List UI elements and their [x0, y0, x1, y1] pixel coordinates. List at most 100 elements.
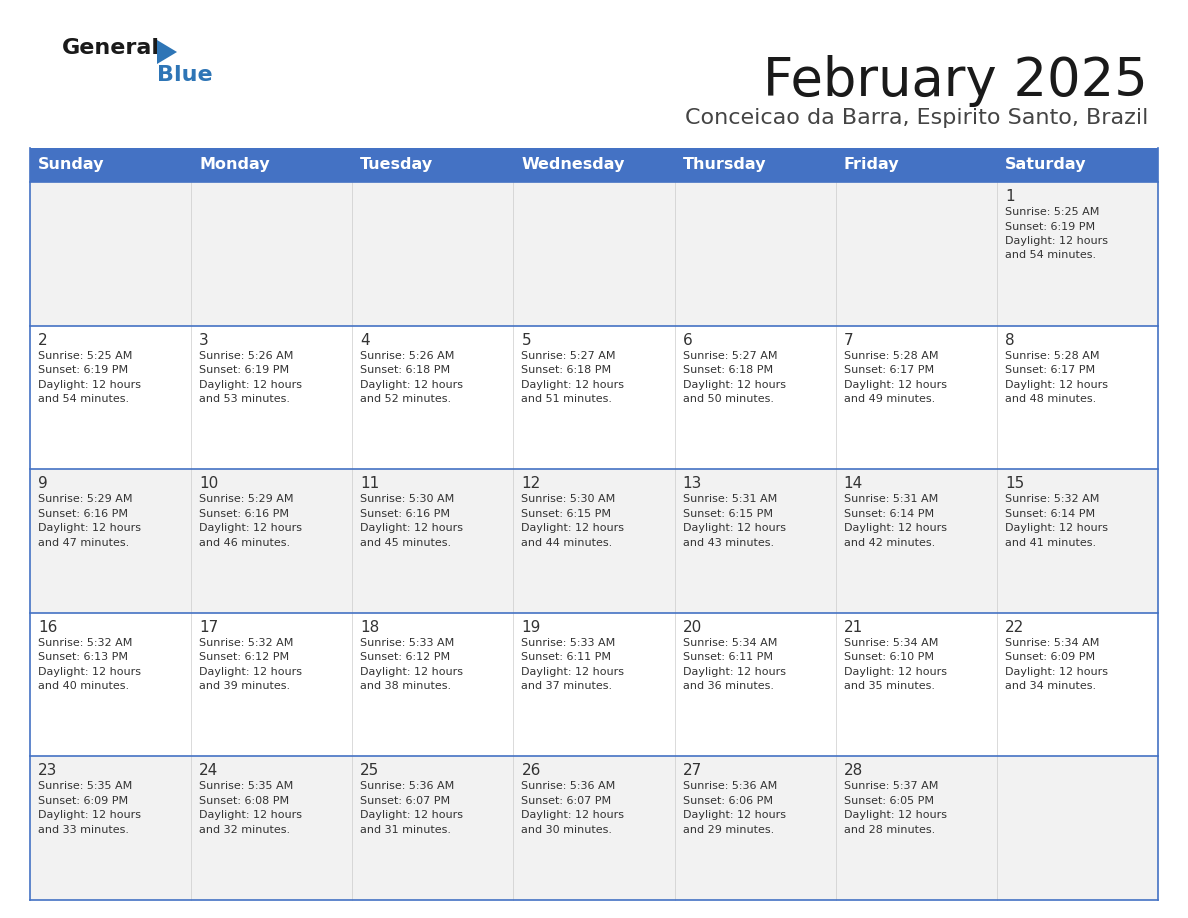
Text: Daylight: 12 hours: Daylight: 12 hours: [683, 811, 785, 821]
Text: Daylight: 12 hours: Daylight: 12 hours: [200, 523, 302, 533]
Text: and 33 minutes.: and 33 minutes.: [38, 825, 129, 834]
Text: 6: 6: [683, 332, 693, 348]
Text: Saturday: Saturday: [1005, 158, 1086, 173]
Bar: [353, 148, 513, 182]
Text: 1: 1: [1005, 189, 1015, 204]
Text: Daylight: 12 hours: Daylight: 12 hours: [1005, 380, 1108, 389]
Text: and 49 minutes.: and 49 minutes.: [843, 394, 935, 404]
Text: and 29 minutes.: and 29 minutes.: [683, 825, 773, 834]
Text: Sunrise: 5:36 AM: Sunrise: 5:36 AM: [522, 781, 615, 791]
Bar: [30, 756, 191, 900]
Text: Daylight: 12 hours: Daylight: 12 hours: [522, 380, 625, 389]
Text: Daylight: 12 hours: Daylight: 12 hours: [200, 666, 302, 677]
Bar: [353, 469, 513, 613]
Text: Daylight: 12 hours: Daylight: 12 hours: [360, 811, 463, 821]
Text: 10: 10: [200, 476, 219, 491]
Text: Sunrise: 5:32 AM: Sunrise: 5:32 AM: [200, 638, 293, 648]
Text: Sunset: 6:14 PM: Sunset: 6:14 PM: [843, 509, 934, 519]
Bar: [30, 182, 191, 326]
Text: Daylight: 12 hours: Daylight: 12 hours: [683, 666, 785, 677]
Bar: [513, 613, 675, 756]
Text: Sunset: 6:09 PM: Sunset: 6:09 PM: [38, 796, 128, 806]
Text: and 47 minutes.: and 47 minutes.: [38, 538, 129, 548]
Text: Sunrise: 5:27 AM: Sunrise: 5:27 AM: [683, 351, 777, 361]
Text: 22: 22: [1005, 620, 1024, 635]
Text: and 35 minutes.: and 35 minutes.: [843, 681, 935, 691]
Text: Daylight: 12 hours: Daylight: 12 hours: [360, 380, 463, 389]
Text: Monday: Monday: [200, 158, 270, 173]
Text: Daylight: 12 hours: Daylight: 12 hours: [843, 666, 947, 677]
Text: 25: 25: [360, 764, 379, 778]
Text: Sunset: 6:17 PM: Sunset: 6:17 PM: [1005, 365, 1095, 375]
Text: Sunset: 6:05 PM: Sunset: 6:05 PM: [843, 796, 934, 806]
Text: Sunset: 6:18 PM: Sunset: 6:18 PM: [522, 365, 612, 375]
Text: Daylight: 12 hours: Daylight: 12 hours: [38, 523, 141, 533]
Text: Daylight: 12 hours: Daylight: 12 hours: [843, 380, 947, 389]
Bar: [835, 613, 997, 756]
Bar: [997, 613, 1158, 756]
Text: Sunset: 6:12 PM: Sunset: 6:12 PM: [360, 653, 450, 662]
Bar: [30, 148, 191, 182]
Text: Sunrise: 5:26 AM: Sunrise: 5:26 AM: [200, 351, 293, 361]
Bar: [513, 326, 675, 469]
Text: Sunset: 6:12 PM: Sunset: 6:12 PM: [200, 653, 289, 662]
Polygon shape: [157, 40, 177, 64]
Text: and 52 minutes.: and 52 minutes.: [360, 394, 451, 404]
Text: and 48 minutes.: and 48 minutes.: [1005, 394, 1097, 404]
Text: Daylight: 12 hours: Daylight: 12 hours: [200, 811, 302, 821]
Text: Daylight: 12 hours: Daylight: 12 hours: [1005, 523, 1108, 533]
Text: and 45 minutes.: and 45 minutes.: [360, 538, 451, 548]
Text: Sunrise: 5:33 AM: Sunrise: 5:33 AM: [360, 638, 455, 648]
Text: Sunrise: 5:30 AM: Sunrise: 5:30 AM: [360, 494, 455, 504]
Text: Sunrise: 5:28 AM: Sunrise: 5:28 AM: [1005, 351, 1099, 361]
Text: Daylight: 12 hours: Daylight: 12 hours: [200, 380, 302, 389]
Text: Sunrise: 5:28 AM: Sunrise: 5:28 AM: [843, 351, 939, 361]
Text: Sunset: 6:13 PM: Sunset: 6:13 PM: [38, 653, 128, 662]
Text: and 42 minutes.: and 42 minutes.: [843, 538, 935, 548]
Text: Sunset: 6:19 PM: Sunset: 6:19 PM: [1005, 221, 1095, 231]
Text: Daylight: 12 hours: Daylight: 12 hours: [38, 811, 141, 821]
Bar: [513, 148, 675, 182]
Bar: [191, 148, 353, 182]
Text: Daylight: 12 hours: Daylight: 12 hours: [1005, 236, 1108, 246]
Text: 16: 16: [38, 620, 57, 635]
Text: Wednesday: Wednesday: [522, 158, 625, 173]
Text: Sunrise: 5:30 AM: Sunrise: 5:30 AM: [522, 494, 615, 504]
Text: Sunset: 6:07 PM: Sunset: 6:07 PM: [360, 796, 450, 806]
Text: and 37 minutes.: and 37 minutes.: [522, 681, 613, 691]
Bar: [675, 613, 835, 756]
Bar: [353, 182, 513, 326]
Text: and 32 minutes.: and 32 minutes.: [200, 825, 290, 834]
Bar: [191, 469, 353, 613]
Text: and 38 minutes.: and 38 minutes.: [360, 681, 451, 691]
Bar: [191, 182, 353, 326]
Text: and 44 minutes.: and 44 minutes.: [522, 538, 613, 548]
Bar: [997, 756, 1158, 900]
Text: and 40 minutes.: and 40 minutes.: [38, 681, 129, 691]
Bar: [191, 326, 353, 469]
Text: Sunset: 6:19 PM: Sunset: 6:19 PM: [200, 365, 289, 375]
Text: Tuesday: Tuesday: [360, 158, 434, 173]
Text: Daylight: 12 hours: Daylight: 12 hours: [360, 523, 463, 533]
Text: 8: 8: [1005, 332, 1015, 348]
Text: 17: 17: [200, 620, 219, 635]
Text: 9: 9: [38, 476, 48, 491]
Text: Sunset: 6:16 PM: Sunset: 6:16 PM: [200, 509, 289, 519]
Text: Daylight: 12 hours: Daylight: 12 hours: [1005, 666, 1108, 677]
Bar: [835, 326, 997, 469]
Text: General: General: [62, 38, 160, 58]
Text: Sunset: 6:09 PM: Sunset: 6:09 PM: [1005, 653, 1095, 662]
Bar: [835, 756, 997, 900]
Text: and 54 minutes.: and 54 minutes.: [1005, 251, 1097, 261]
Text: Sunrise: 5:34 AM: Sunrise: 5:34 AM: [683, 638, 777, 648]
Text: 14: 14: [843, 476, 862, 491]
Text: Conceicao da Barra, Espirito Santo, Brazil: Conceicao da Barra, Espirito Santo, Braz…: [684, 108, 1148, 128]
Text: and 34 minutes.: and 34 minutes.: [1005, 681, 1097, 691]
Text: Sunrise: 5:25 AM: Sunrise: 5:25 AM: [38, 351, 132, 361]
Text: 18: 18: [360, 620, 379, 635]
Text: Sunrise: 5:33 AM: Sunrise: 5:33 AM: [522, 638, 615, 648]
Text: Sunset: 6:14 PM: Sunset: 6:14 PM: [1005, 509, 1095, 519]
Bar: [997, 469, 1158, 613]
Text: Daylight: 12 hours: Daylight: 12 hours: [843, 523, 947, 533]
Text: 12: 12: [522, 476, 541, 491]
